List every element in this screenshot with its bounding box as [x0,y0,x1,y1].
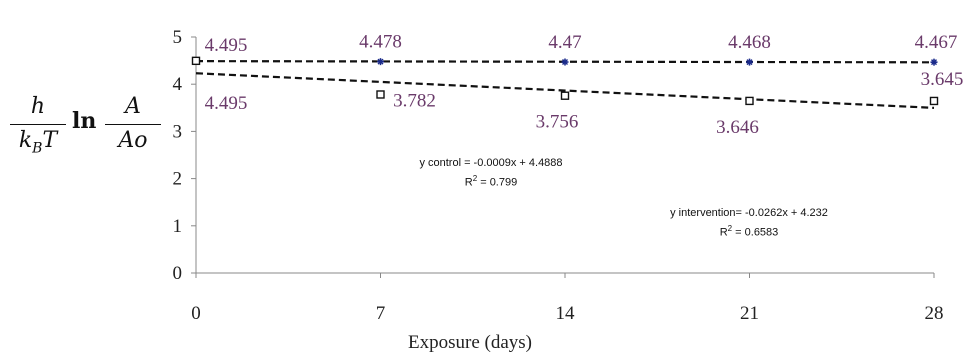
y-label-t: T [42,128,58,153]
y-tick-label: 3 [173,121,183,142]
y-label-kbt: kBT [8,127,68,162]
intervention-data-label: 3.756 [536,112,579,133]
intervention-point [560,91,570,100]
intervention-r2-value: = 0.6583 [732,226,779,239]
fraction-bar [105,124,161,125]
y-tick-label: 4 [173,74,183,95]
x-tick-label: 21 [740,303,759,324]
x-tick-label: 0 [191,303,201,324]
x-tick-label: 14 [556,303,576,324]
intervention-data-label: 3.645 [921,69,964,90]
control-data-label: 4.468 [728,32,771,53]
intervention-point [745,96,754,106]
control-point [746,58,753,66]
x-axis-label: Exposure (days) [408,332,532,352]
data-labels: 4.495 4.478 4.47 4.468 4.467 4.495 3.782 3.756 3… [205,32,964,138]
y-tick-label: 2 [173,169,183,190]
control-r2: R2 = 0.799 [396,171,586,191]
intervention-point [929,96,939,106]
fraction-bar [10,124,66,125]
intervention-equation-text: y intervention= -0.0262x + 4.232 [670,207,828,219]
y-label-h: h [30,94,46,119]
x-tick-label: 28 [925,303,944,324]
intervention-data-label: 3.646 [716,117,759,138]
x-tick-label: 7 [376,303,386,324]
marker-stroke [931,59,937,66]
control-data-label: 4.47 [548,32,581,53]
intervention-data-label: 4.495 [205,93,248,114]
control-point [561,58,569,66]
control-r2-sup: 2 [472,174,478,183]
y-label-fraction-2: A Ao [103,92,163,155]
y-axis-label: h kBT ln A Ao [8,92,168,172]
axes: 0 1 2 3 4 5 0 7 14 21 28 Exposure (days) [173,27,944,352]
control-point [377,58,384,66]
data-marks [191,56,939,106]
intervention-trend-line [195,72,935,109]
intervention-data-label: 3.782 [393,90,436,111]
trend-lines [195,60,935,109]
marker-stroke [562,59,568,66]
y-tick-label: 5 [173,27,183,48]
intervention-r2-symbol: R [719,226,728,239]
marker-stroke [377,58,384,65]
y-label-a: A [125,94,141,119]
marker-stroke [746,59,753,66]
control-equation-text: y control = -0.0009x + 4.4888 [419,157,563,169]
control-data-label: 4.495 [205,35,248,56]
y-tick-label: 1 [173,216,183,237]
y-label-ao: Ao [118,128,148,153]
intervention-point [376,90,385,99]
intervention-point [191,56,201,66]
control-data-label: 4.467 [915,32,958,53]
control-r2-symbol: R [464,176,473,189]
y-label-fraction-1: h kBT [8,92,68,162]
y-label-b: B [32,140,43,157]
control-point [930,58,938,66]
y-tick-label: 0 [173,263,183,284]
y-label-k: k [18,128,33,153]
intervention-equation: y intervention= -0.0262x + 4.232 R2 = 0.… [634,206,864,241]
control-data-label: 4.478 [359,32,402,53]
y-label-ln: ln [72,108,97,134]
control-equation: y control = -0.0009x + 4.4888 R2 = 0.799 [396,156,586,191]
intervention-r2: R2 = 0.6583 [634,221,864,241]
control-r2-value: = 0.799 [477,176,518,189]
intervention-r2-sup: 2 [727,224,733,233]
